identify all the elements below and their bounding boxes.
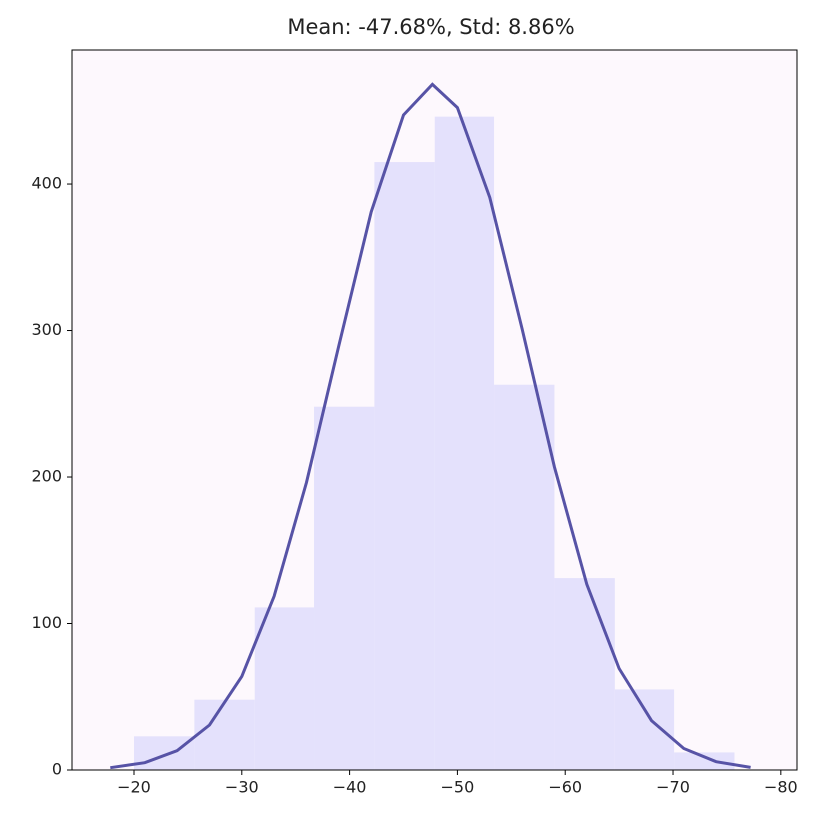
y-tick-label: 100 [31, 613, 62, 632]
bar [554, 578, 615, 770]
y-tick-label: 0 [52, 760, 62, 779]
x-tick-label: −30 [225, 778, 259, 797]
fit-curve [110, 82, 751, 770]
x-tick-label: −60 [548, 778, 582, 797]
bar [674, 752, 735, 770]
y-tick-label: 200 [31, 467, 62, 486]
y-tick-label: 400 [31, 174, 62, 193]
x-tick-label: −70 [656, 778, 690, 797]
bar [314, 406, 375, 770]
x-tick-label: −40 [333, 778, 367, 797]
bar [133, 736, 195, 770]
y-tick-label: 300 [31, 320, 62, 339]
bar [434, 116, 495, 771]
x-tick-label: −20 [117, 778, 151, 797]
bar [254, 607, 315, 770]
x-tick-label: −80 [764, 778, 798, 797]
chart-title: Mean: -47.68%, Std: 8.86% [287, 15, 574, 39]
x-tick-label: −50 [441, 778, 475, 797]
plot-frame [71, 49, 798, 771]
bar [374, 162, 435, 770]
bar [614, 689, 675, 770]
bar [194, 699, 255, 770]
bar [494, 384, 555, 770]
